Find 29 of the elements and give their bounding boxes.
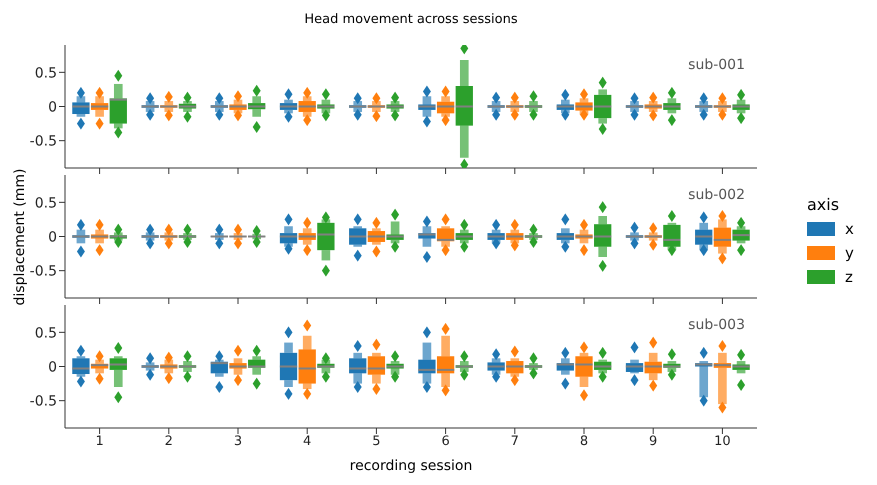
y-tick-label: -0.5 — [30, 134, 57, 150]
y-tick-label: 0.5 — [34, 195, 57, 212]
legend-label: y — [845, 244, 854, 262]
y-tick-label: -0.5 — [30, 394, 57, 410]
x-tick-label: 7 — [510, 434, 519, 450]
x-tick-label: 4 — [303, 434, 312, 450]
y-tick-label: 0.5 — [34, 65, 57, 82]
x-tick-label: 6 — [441, 434, 450, 450]
x-tick-label: 5 — [372, 434, 381, 450]
annotation: sub-002 — [688, 187, 745, 203]
y-tick-label: -0.5 — [30, 264, 57, 280]
x-tick-label: 9 — [649, 434, 658, 450]
x-tick-label: 10 — [714, 434, 731, 450]
y-tick-label: 0.5 — [34, 325, 57, 342]
legend-label: z — [845, 268, 853, 286]
x-tick-label: 3 — [234, 434, 242, 450]
legend-label: x — [845, 220, 854, 238]
y-tick-label: 0 — [48, 359, 57, 376]
x-axis-title: recording session — [348, 458, 474, 474]
x-tick-label: 1 — [95, 434, 104, 450]
x-tick-label: 8 — [580, 434, 588, 450]
legend-title: axis — [807, 195, 840, 214]
annotation: sub-001 — [688, 57, 745, 73]
y-tick-label: 0 — [48, 99, 57, 116]
x-tick-label: 2 — [164, 434, 173, 450]
chart-title: Head movement across sessions — [303, 12, 519, 27]
y-tick-label: 0 — [48, 229, 57, 246]
annotation: sub-003 — [688, 317, 745, 333]
y-axis-title: displacement (mm) — [12, 168, 28, 305]
